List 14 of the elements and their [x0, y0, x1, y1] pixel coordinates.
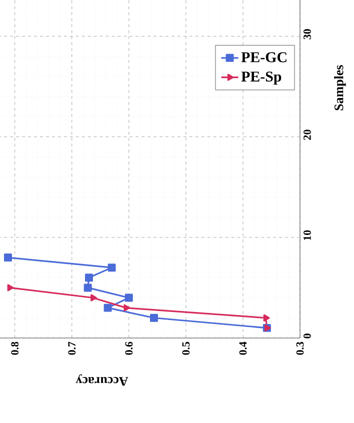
x-tick-label: 0.3	[296, 342, 304, 355]
y-axis-title: Samples	[334, 65, 346, 110]
x-axis-title: Accuracy	[76, 374, 128, 386]
x-tick-label: 0.7	[68, 342, 76, 355]
x-tick-label: 0.8	[11, 342, 19, 355]
x-tick-label: 0.6	[125, 342, 133, 355]
y-tick-label: 10	[304, 230, 311, 240]
legend-label: PE-GC	[241, 52, 286, 62]
legend-label: PE-Sp	[241, 72, 282, 85]
x-tick-label: 0.5	[182, 342, 190, 355]
y-tick-label: 30	[304, 29, 311, 40]
x-tick-label: 0.4	[239, 342, 247, 355]
y-tick-label: 0	[304, 334, 311, 338]
y-tick-label: 20	[304, 130, 311, 140]
